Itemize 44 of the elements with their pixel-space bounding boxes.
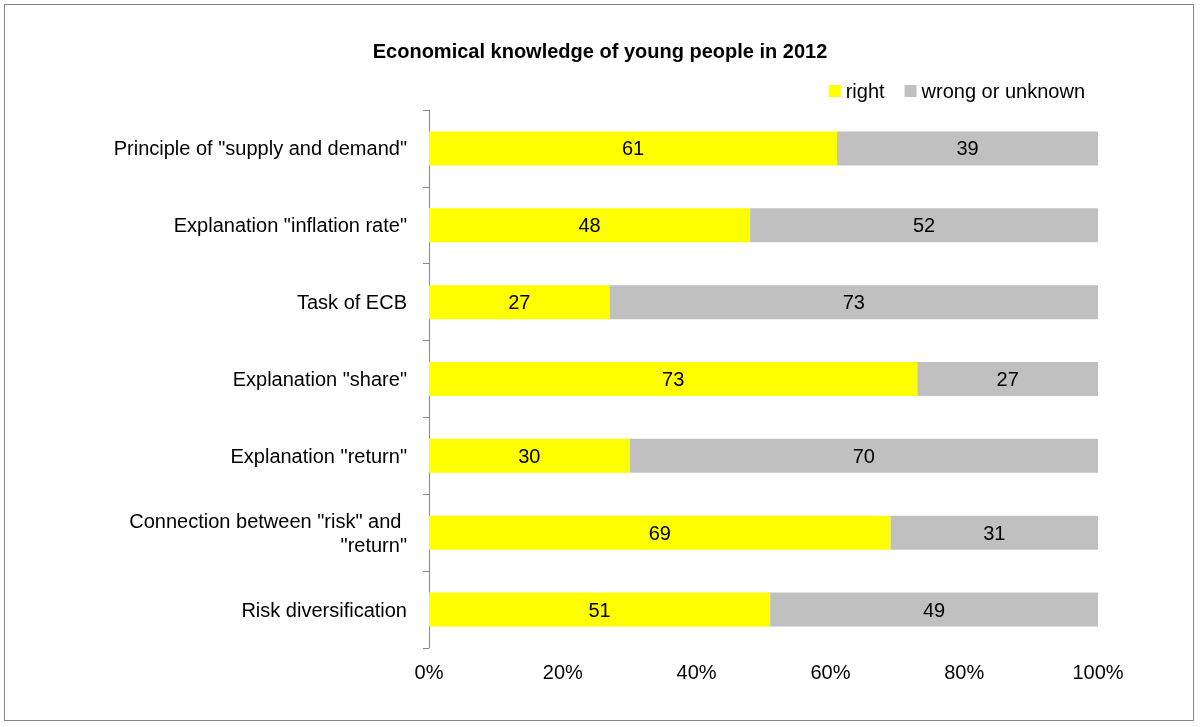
bar: [429, 592, 771, 627]
y-tick-label: Explanation "inflation rate": [173, 214, 407, 237]
y-tick-label: Explanation "share": [232, 368, 407, 390]
y-tick-label: Task of ECB: [296, 291, 407, 314]
bar: [750, 208, 1098, 243]
bar: [429, 285, 610, 320]
x-tick-label: 20%: [542, 661, 584, 683]
data-label: 70: [852, 444, 875, 467]
data-label: 73: [662, 368, 685, 390]
bar: [629, 438, 1098, 473]
legend-label: right: [845, 80, 886, 102]
data-label: 27: [996, 368, 1019, 390]
data-label: 73: [842, 291, 865, 314]
data-label: 39: [956, 137, 979, 160]
data-label: 52: [912, 214, 936, 237]
bar: [770, 592, 1098, 627]
bar: [429, 131, 838, 166]
bar: [429, 438, 630, 473]
data-label: 69: [648, 521, 671, 544]
bar: [429, 362, 918, 396]
y-tick-label: Principle of "supply and demand": [113, 137, 407, 160]
y-tick-label: Explanation "return": [230, 444, 407, 467]
data-label: 31: [983, 521, 1006, 544]
y-tick-label: Connection between "risk" and "return": [129, 509, 407, 556]
legend-label: wrong or unknown: [920, 80, 1086, 102]
bar: [890, 515, 1098, 550]
data-label: 51: [588, 598, 611, 621]
data-label: 27: [508, 291, 531, 314]
data-label: 30: [518, 444, 541, 467]
bar: [609, 285, 1098, 320]
y-tick-label: Risk diversification: [241, 598, 407, 621]
bar: [429, 515, 891, 550]
data-label: 61: [621, 137, 645, 160]
chart-title: Economical knowledge of young people in 2012: [372, 40, 828, 62]
x-tick-label: 80%: [944, 661, 985, 683]
x-tick-label: 40%: [676, 661, 717, 683]
x-tick-label: 0%: [414, 661, 444, 683]
bar: [837, 131, 1098, 166]
x-tick-label: 60%: [810, 661, 851, 683]
data-label: 48: [578, 214, 601, 237]
bar: [429, 208, 751, 243]
bar: [917, 362, 1098, 396]
x-tick-label: 100%: [1072, 661, 1124, 683]
data-label: 49: [922, 598, 946, 621]
